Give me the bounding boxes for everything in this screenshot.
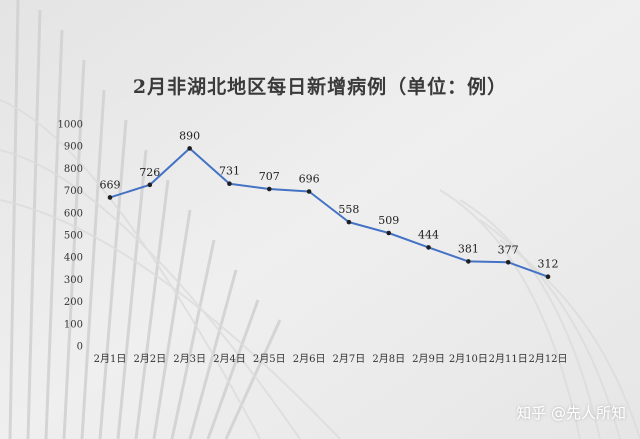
x-tick-label: 2月2日 xyxy=(133,353,166,365)
x-tick-label: 2月9日 xyxy=(412,353,445,365)
data-point xyxy=(187,146,192,151)
x-axis: 2月1日 2月2日 2月3日 2月4日 2月5日 2月6日 2月7日 2月8日 2月9日 2月10… xyxy=(94,353,568,365)
series-line xyxy=(109,147,549,278)
y-tick-label: 400 xyxy=(64,253,83,264)
data-label: 696 xyxy=(299,172,320,185)
data-point xyxy=(545,274,551,280)
data-label: 312 xyxy=(538,258,559,271)
data-label: 890 xyxy=(179,129,200,142)
y-tick-label: 800 xyxy=(64,164,83,175)
data-label: 377 xyxy=(498,243,519,256)
data-label: 726 xyxy=(139,166,160,179)
y-axis: 0 100 200 300 400 500 600 700 800 900 1000 xyxy=(58,120,83,353)
data-point xyxy=(147,182,153,188)
data-point xyxy=(386,230,392,236)
y-tick-label: 0 xyxy=(77,342,83,353)
data-label: 509 xyxy=(378,214,399,227)
y-tick-label: 300 xyxy=(64,275,83,286)
data-point xyxy=(107,195,113,200)
data-point xyxy=(466,259,471,264)
data-point xyxy=(227,181,232,187)
data-label: 444 xyxy=(418,228,439,241)
watermark-text: 知乎 @先人所知 xyxy=(516,404,626,422)
x-tick-label: 2月8日 xyxy=(372,353,405,365)
y-tick-label: 900 xyxy=(64,142,83,153)
x-tick-label: 2月6日 xyxy=(293,353,326,365)
data-point xyxy=(266,186,272,192)
data-point xyxy=(306,189,312,194)
data-point xyxy=(426,245,431,250)
x-tick-label: 2月12日 xyxy=(528,353,567,365)
series-layer: 669 726 890 731 707 696 558 509 444 381 377 312 xyxy=(100,129,559,280)
data-point xyxy=(505,260,511,265)
y-tick-label: 200 xyxy=(64,297,83,308)
x-tick-label: 2月4日 xyxy=(213,353,246,365)
data-label: 381 xyxy=(458,242,479,255)
data-label: 707 xyxy=(259,170,280,183)
x-tick-label: 2月7日 xyxy=(333,353,366,365)
x-tick-label: 2月10日 xyxy=(449,353,488,365)
x-tick-label: 2月1日 xyxy=(94,353,127,365)
y-tick-label: 1000 xyxy=(58,120,83,131)
y-tick-label: 100 xyxy=(64,319,83,330)
data-point xyxy=(346,219,352,225)
chart-title: 2月非湖北地区每日新增病例（单位：例） xyxy=(132,76,508,98)
y-tick-label: 500 xyxy=(64,231,83,242)
data-label: 558 xyxy=(338,203,359,216)
y-tick-label: 600 xyxy=(64,208,83,219)
x-tick-label: 2月5日 xyxy=(253,353,286,365)
y-tick-label: 700 xyxy=(64,186,83,197)
x-tick-label: 2月3日 xyxy=(173,353,206,365)
data-label: 669 xyxy=(100,178,121,191)
x-tick-label: 2月11日 xyxy=(489,353,528,365)
data-label: 731 xyxy=(219,165,240,178)
